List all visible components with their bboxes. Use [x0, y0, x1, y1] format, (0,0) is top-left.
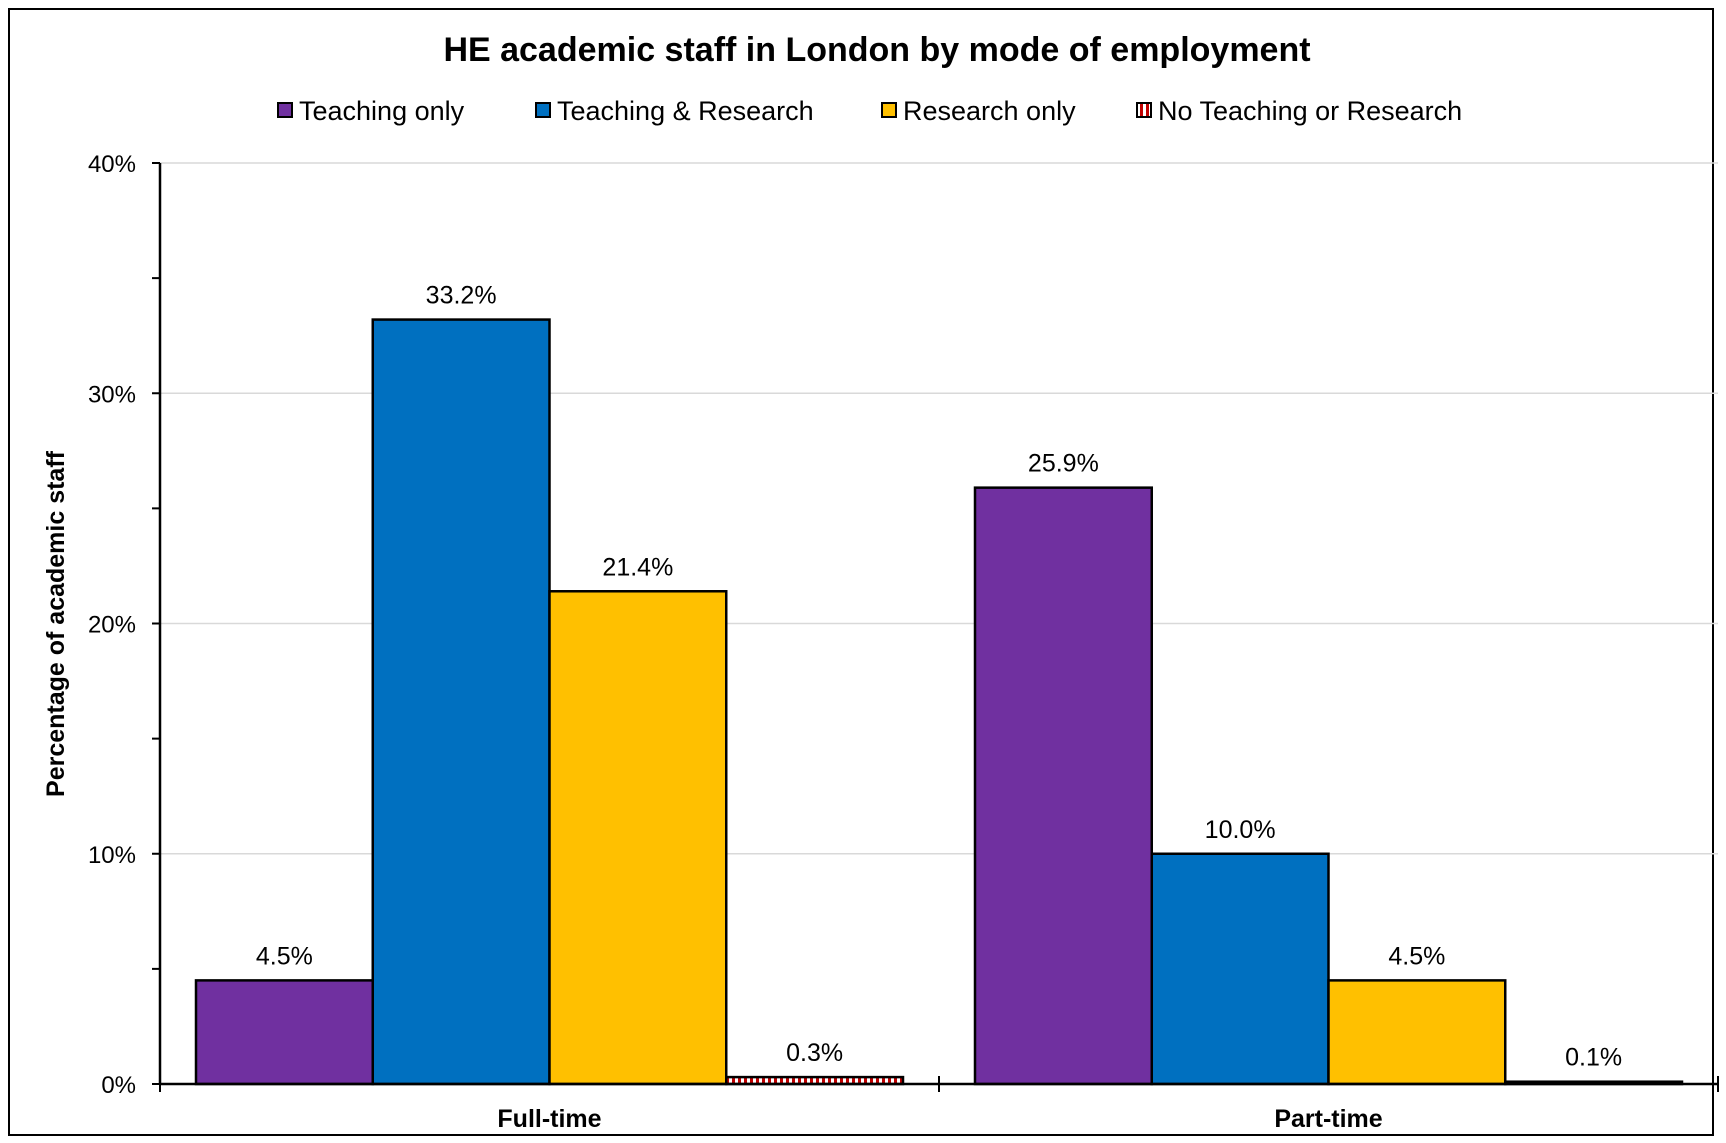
chart-frame — [8, 8, 1714, 1136]
y-tick-label: 40% — [88, 151, 136, 178]
data-label: 21.4% — [602, 553, 673, 581]
legend-swatch — [881, 102, 897, 118]
legend: Teaching only Teaching & Research Research… — [277, 96, 1462, 126]
legend-label: No Teaching or Research — [1158, 96, 1462, 126]
legend-item: Teaching & Research — [535, 96, 814, 126]
legend-label: Teaching only — [299, 96, 465, 126]
legend-label: Teaching & Research — [557, 96, 814, 126]
legend-swatch — [1136, 102, 1152, 118]
data-labels: 4.5% 25.9% 33.2% 10.0% 21.4% 4.5% 0.3% 0.1% — [256, 282, 1622, 1072]
y-tick-label: 30% — [88, 381, 136, 408]
data-label: 0.3% — [786, 1039, 843, 1067]
bar — [371, 318, 551, 1086]
bar — [194, 979, 374, 1086]
y-tick-label: 10% — [88, 842, 136, 869]
data-label: 25.9% — [1028, 450, 1099, 478]
data-label: 33.2% — [426, 282, 497, 310]
legend-swatch — [535, 102, 551, 118]
chart-title: HE academic staff in London by mode of e… — [443, 31, 1310, 69]
x-category-label: Part-time — [1274, 1105, 1382, 1133]
bar — [1150, 852, 1330, 1086]
y-tick-label: 20% — [88, 612, 136, 639]
legend-label: Research only — [903, 96, 1076, 126]
bar — [1327, 979, 1507, 1086]
axes: 0% 10% 20% 30% 40% Full-time Part-time — [88, 151, 1719, 1133]
bars — [194, 318, 1684, 1086]
bar — [548, 590, 728, 1086]
data-label: 0.1% — [1565, 1044, 1622, 1072]
data-label: 4.5% — [256, 942, 313, 970]
data-label: 10.0% — [1205, 816, 1276, 844]
y-tick-label: 0% — [101, 1072, 136, 1099]
bar — [973, 486, 1153, 1086]
legend-item: Teaching only — [277, 96, 465, 126]
data-label: 4.5% — [1388, 942, 1445, 970]
legend-swatch — [277, 102, 293, 118]
legend-item: No Teaching or Research — [1136, 96, 1462, 126]
y-axis-label: Percentage of academic staff — [42, 450, 70, 797]
legend-item: Research only — [881, 96, 1076, 126]
x-category-label: Full-time — [497, 1105, 601, 1133]
